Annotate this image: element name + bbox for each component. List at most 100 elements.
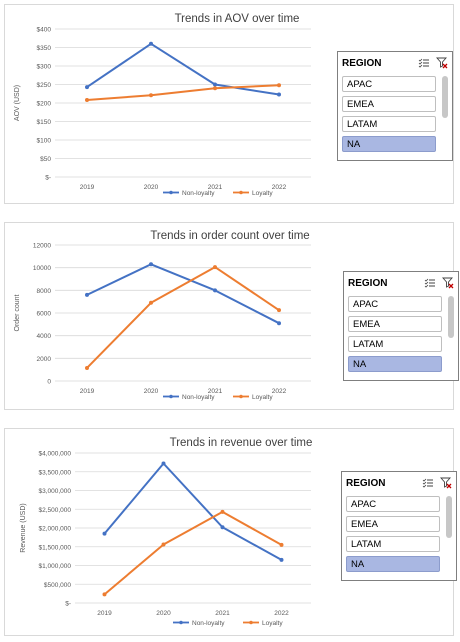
x-tick-label: 2021 [208, 388, 223, 395]
x-tick-label: 2022 [272, 184, 287, 191]
data-point-loyalty [85, 365, 89, 370]
clear-filter-icon[interactable] [436, 57, 448, 69]
data-point-loyalty [277, 308, 281, 313]
data-point-loyalty [213, 86, 217, 91]
multi-select-icon[interactable] [422, 477, 434, 489]
data-point-non-loyalty [213, 82, 217, 87]
series-line-loyalty [86, 84, 280, 102]
legend-marker-loyalty [239, 394, 243, 399]
aov-chart-panel: Trends in AOV over time $- $50 $100 $150 $200… [4, 4, 454, 204]
slicer-item-latam[interactable]: LATAM [342, 116, 436, 132]
legend-label-loyalty: Loyalty [252, 190, 273, 197]
y-tick-label: 6000 [37, 311, 52, 318]
y-tick-label: $- [45, 175, 51, 182]
y-tick-label: $1,000,000 [38, 563, 71, 570]
y-tick-label: $300 [37, 64, 52, 71]
x-tick-label: 2020 [144, 184, 159, 191]
data-point-loyalty [213, 265, 217, 270]
data-point-loyalty [102, 592, 107, 597]
legend-marker-loyalty [239, 190, 243, 195]
slicer-item-emea[interactable]: EMEA [346, 516, 440, 532]
x-tick-label: 2019 [80, 388, 95, 395]
data-point-non-loyalty [161, 461, 166, 466]
slicer-title: REGION [348, 277, 388, 289]
slicer-item-emea[interactable]: EMEA [342, 96, 436, 112]
y-tick-label: $150 [37, 119, 52, 126]
y-tick-label: $1,500,000 [38, 544, 71, 551]
y-tick-label: $2,500,000 [38, 507, 71, 514]
multi-select-icon[interactable] [418, 57, 430, 69]
slicer-item-apac[interactable]: APAC [342, 76, 436, 92]
y-axis-label: Order count [14, 294, 21, 331]
slicer-list: APAC EMEA LATAM NA [338, 74, 452, 160]
slicer-item-na[interactable]: NA [348, 356, 442, 372]
x-tick-label: 2020 [144, 388, 159, 395]
y-tick-label: $200 [37, 101, 52, 108]
series-line-loyalty [86, 266, 280, 369]
slicer-item-apac[interactable]: APAC [348, 296, 442, 312]
slicer-scrollbar[interactable] [446, 496, 452, 538]
slicer-header: REGION [342, 472, 456, 494]
data-point-loyalty [149, 300, 153, 305]
x-tick-label: 2022 [272, 388, 287, 395]
region-slicer: REGION APAC EMEA LATAM NA [337, 51, 453, 161]
legend-marker-loyalty [249, 620, 253, 625]
data-point-non-loyalty [85, 292, 89, 297]
slicer-scrollbar[interactable] [442, 76, 448, 118]
slicer-item-latam[interactable]: LATAM [348, 336, 442, 352]
data-point-non-loyalty [277, 92, 281, 97]
y-tick-label: $350 [37, 45, 52, 52]
data-point-non-loyalty [279, 557, 284, 562]
data-point-loyalty [85, 98, 89, 103]
slicer-list: APAC EMEA LATAM NA [342, 494, 456, 580]
slicer-scrollbar[interactable] [448, 296, 454, 338]
slicer-item-emea[interactable]: EMEA [348, 316, 442, 332]
x-tick-label: 2020 [156, 610, 171, 617]
legend-label-non-loyalty: Non-loyalty [182, 394, 215, 401]
slicer-item-na[interactable]: NA [342, 136, 436, 152]
slicer-header: REGION [338, 52, 452, 74]
legend-label-loyalty: Loyalty [262, 620, 283, 627]
series-line-non-loyalty [86, 263, 280, 325]
data-point-non-loyalty [220, 525, 225, 530]
data-point-non-loyalty [149, 41, 153, 46]
revenue-line-chart: Trends in revenue over time $- $500,000 $1,… [20, 437, 313, 627]
slicer-item-apac[interactable]: APAC [346, 496, 440, 512]
y-tick-label: 4000 [37, 333, 52, 340]
data-point-non-loyalty [149, 262, 153, 267]
y-tick-label: 2000 [37, 356, 52, 363]
x-tick-label: 2022 [274, 610, 289, 617]
series-line-non-loyalty [103, 462, 282, 561]
data-point-non-loyalty [213, 288, 217, 293]
clear-filter-icon[interactable] [440, 477, 452, 489]
slicer-list: APAC EMEA LATAM NA [344, 294, 458, 380]
y-tick-label: 0 [47, 379, 51, 386]
y-tick-label: $50 [40, 156, 51, 163]
slicer-title: REGION [342, 57, 382, 69]
data-point-non-loyalty [85, 85, 89, 90]
y-axis-label: Revenue (USD) [20, 503, 27, 552]
clear-filter-icon[interactable] [442, 277, 454, 289]
multi-select-icon[interactable] [424, 277, 436, 289]
chart-title: Trends in revenue over time [170, 437, 313, 449]
revenue-chart-panel: Trends in revenue over time $- $500,000 $1,… [4, 428, 457, 636]
y-tick-label: 10000 [33, 265, 51, 272]
series-line-non-loyalty [86, 42, 280, 96]
data-point-loyalty [161, 542, 166, 547]
legend-label-non-loyalty: Non-loyalty [182, 190, 215, 197]
data-point-non-loyalty [102, 531, 107, 536]
x-tick-label: 2021 [208, 184, 223, 191]
legend-marker-non-loyalty [169, 190, 173, 195]
series-line-loyalty [103, 510, 282, 596]
y-tick-label: $400 [37, 27, 52, 34]
y-tick-label: $2,000,000 [38, 526, 71, 533]
chart-title: Trends in AOV over time [175, 13, 300, 25]
legend-marker-non-loyalty [179, 620, 183, 625]
region-slicer: REGION APAC EMEA LATAM NA [341, 471, 457, 581]
order-count-line-chart: Trends in order count over time 0 2000 4000… [14, 230, 311, 401]
slicer-item-latam[interactable]: LATAM [346, 536, 440, 552]
slicer-item-na[interactable]: NA [346, 556, 440, 572]
y-tick-label: $- [65, 601, 71, 608]
order-count-chart-panel: Trends in order count over time 0 2000 4000… [4, 222, 459, 410]
slicer-header: REGION [344, 272, 458, 294]
